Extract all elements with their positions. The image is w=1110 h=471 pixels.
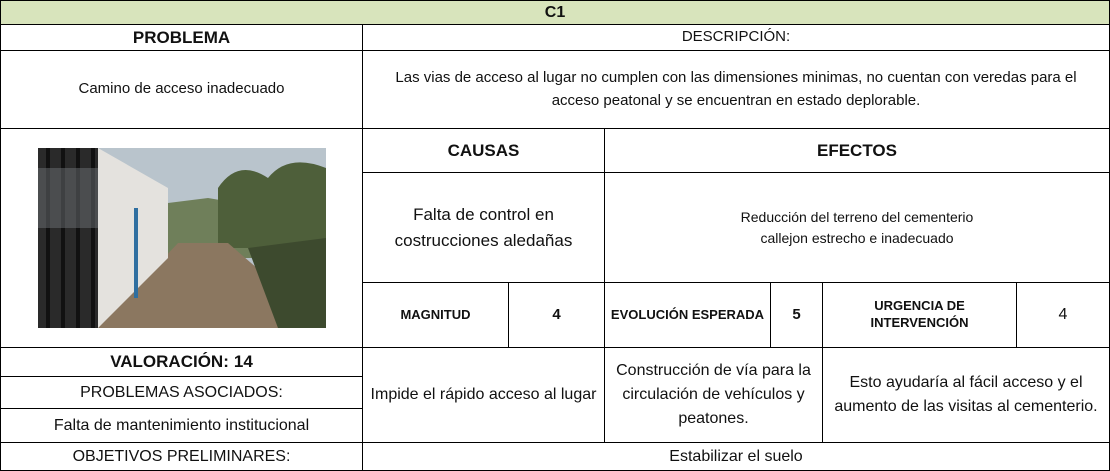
effects-line: Reducción del terreno del cementerio — [740, 208, 974, 225]
causes-line: costrucciones aledañas — [394, 230, 573, 250]
causes-label: CAUSAS — [362, 128, 605, 173]
associated-value: Falta de mantenimiento institucional — [0, 408, 363, 443]
objectives-label: OBJETIVOS PRELIMINARES: — [0, 442, 363, 471]
evolution-value: 5 — [770, 282, 823, 348]
solution-2: Construcción de vía para la circulación … — [604, 347, 823, 443]
photo — [37, 148, 326, 328]
objectives-value: Estabilizar el suelo — [362, 442, 1110, 471]
effects-text: Reducción del terreno del cementerio cal… — [604, 172, 1110, 283]
title: C1 — [0, 0, 1110, 25]
valuation-label: VALORACIÓN: — [110, 352, 229, 372]
solution-3: Esto ayudaría al fácil acceso y el aumen… — [822, 347, 1110, 443]
effects-line: callejon estrecho e inadecuado — [760, 229, 954, 246]
effects-label: EFECTOS — [604, 128, 1110, 173]
causes-text: Falta de control en costrucciones aledañ… — [362, 172, 605, 283]
description-text: Las vias de acceso al lugar no cumplen c… — [362, 50, 1110, 129]
solution-1: Impide el rápido acceso al lugar — [362, 347, 605, 443]
causes-line: Falta de control en — [413, 205, 554, 224]
valuation-value: 14 — [233, 352, 253, 372]
valuation: VALORACIÓN: 14 — [0, 347, 363, 377]
description-label: DESCRIPCIÓN: — [362, 24, 1110, 51]
photo-cell — [0, 128, 363, 348]
problem-value: Camino de acceso inadecuado — [0, 50, 363, 129]
urgency-label: URGENCIA DE INTERVENCIÓN — [822, 282, 1017, 348]
magnitude-value: 4 — [508, 282, 605, 348]
associated-label: PROBLEMAS ASOCIADOS: — [0, 376, 363, 409]
evolution-label: EVOLUCIÓN ESPERADA — [604, 282, 771, 348]
magnitude-label: MAGNITUD — [362, 282, 509, 348]
urgency-value: 4 — [1016, 282, 1110, 348]
problem-label: PROBLEMA — [0, 24, 363, 51]
